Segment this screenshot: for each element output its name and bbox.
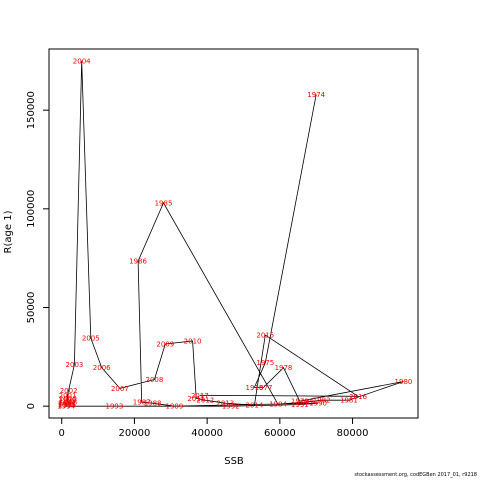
point-label-1982: 1982 bbox=[313, 397, 331, 405]
point-label-1993: 1993 bbox=[106, 403, 124, 411]
point-label-2004: 2004 bbox=[73, 57, 91, 65]
point-label-2016: 2016 bbox=[349, 393, 367, 401]
point-label-1977: 1977 bbox=[255, 384, 273, 392]
point-label-2010: 2010 bbox=[184, 338, 202, 346]
point-label-1990: 1990 bbox=[309, 400, 327, 408]
point-label-1979: 1979 bbox=[291, 398, 309, 406]
point-label-1994: 1994 bbox=[57, 403, 75, 411]
point-label-1995: 1995 bbox=[58, 402, 76, 410]
point-label-1987: 1987 bbox=[133, 399, 151, 407]
point-label-2009: 2009 bbox=[156, 341, 174, 349]
point-label-1997: 1997 bbox=[58, 400, 76, 408]
x-tick-label-3: 60000 bbox=[264, 428, 296, 439]
point-label-2003: 2003 bbox=[66, 361, 84, 369]
point-label-2015: 2015 bbox=[256, 332, 274, 340]
plot-frame bbox=[48, 48, 419, 419]
point-label-2006: 2006 bbox=[93, 364, 111, 372]
x-tick-label-1: 20000 bbox=[119, 428, 151, 439]
x-axis: 0 20000 40000 60000 80000 bbox=[59, 417, 369, 439]
point-label-2012: 2012 bbox=[196, 397, 214, 405]
point-label-2008: 2008 bbox=[146, 376, 164, 384]
point-label-1985: 1985 bbox=[155, 199, 173, 207]
y-tick-label-1: 50000 bbox=[26, 292, 37, 324]
y-axis: 0 50000 100000 150000 bbox=[26, 91, 50, 409]
point-label-1996: 1996 bbox=[58, 401, 76, 409]
point-label-1991: 1991 bbox=[291, 401, 309, 409]
y-tick-label-2: 100000 bbox=[26, 190, 37, 228]
point-label-1983: 1983 bbox=[296, 399, 314, 407]
y-tick-label-0: 0 bbox=[26, 403, 37, 409]
point-label-2000: 2000 bbox=[59, 395, 77, 403]
x-tick-label-2: 40000 bbox=[191, 428, 223, 439]
point-label-1984: 1984 bbox=[269, 401, 287, 409]
point-label-1974: 1974 bbox=[307, 91, 325, 99]
point-label-1975: 1975 bbox=[256, 359, 274, 367]
x-tick-label-0: 0 bbox=[59, 428, 65, 439]
point-label-2011: 2011 bbox=[187, 395, 205, 403]
y-axis-title: R(age 1) bbox=[3, 210, 14, 253]
x-axis-title: SSB bbox=[224, 456, 244, 467]
point-label-1976: 1976 bbox=[245, 384, 263, 392]
x-tick-label-4: 80000 bbox=[337, 428, 369, 439]
series-line bbox=[65, 60, 404, 407]
point-label-1980: 1980 bbox=[395, 378, 413, 386]
point-label-1999: 1999 bbox=[58, 397, 76, 405]
point-label-1988: 1988 bbox=[144, 400, 162, 408]
footer-caption: stockassessment.org, codEGBen 2017_01, r… bbox=[354, 472, 477, 478]
point-label-2017: 2017 bbox=[191, 392, 209, 400]
point-label-2013: 2013 bbox=[216, 400, 234, 408]
point-label-1989: 1989 bbox=[166, 403, 184, 411]
series-group bbox=[65, 60, 404, 407]
point-label-1992: 1992 bbox=[222, 403, 240, 411]
point-label-2002: 2002 bbox=[60, 387, 78, 395]
y-tick-label-3: 150000 bbox=[26, 91, 37, 129]
point-label-2007: 2007 bbox=[111, 385, 129, 393]
point-label-2005: 2005 bbox=[82, 335, 100, 343]
point-label-1986: 1986 bbox=[129, 258, 147, 266]
point-label-2014: 2014 bbox=[245, 402, 263, 410]
point-label-1998: 1998 bbox=[59, 398, 77, 406]
point-label-1978: 1978 bbox=[275, 364, 293, 372]
point-label-2001: 2001 bbox=[59, 392, 77, 400]
point-label-1981: 1981 bbox=[340, 397, 358, 405]
